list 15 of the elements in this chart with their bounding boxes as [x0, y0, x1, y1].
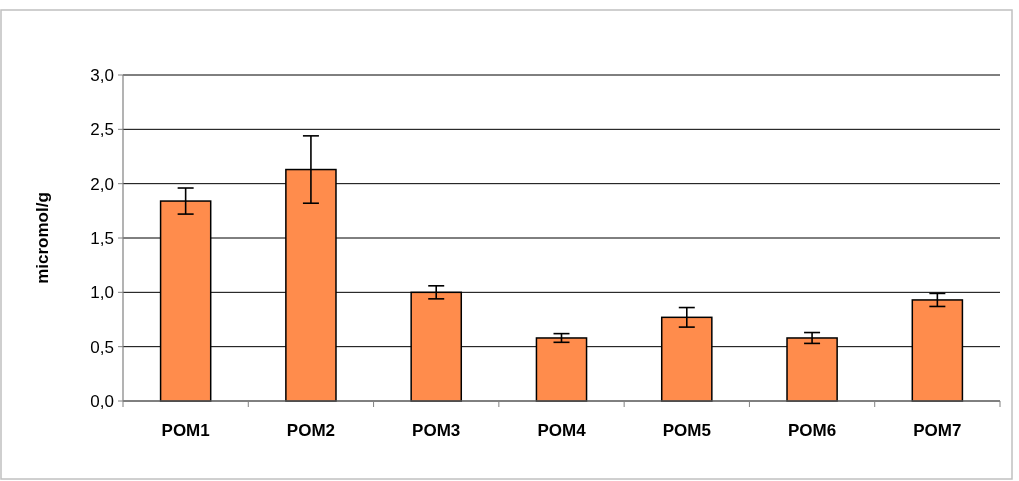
y-tick-label: 3,0: [90, 65, 114, 85]
y-tick-label: 0,0: [90, 391, 114, 411]
y-tick-label: 0,5: [90, 337, 114, 357]
x-tick-label: POM1: [161, 421, 210, 440]
x-tick-label: POM4: [537, 421, 587, 440]
x-tick-label: POM5: [662, 421, 711, 440]
x-tick-label: POM6: [787, 421, 837, 440]
y-axis-title: micromol/g: [33, 192, 52, 284]
x-tick-label: POM2: [286, 421, 336, 440]
x-tick-label: POM3: [412, 421, 461, 440]
x-tick-label: POM7: [913, 421, 962, 440]
y-tick-label: 2,5: [90, 120, 114, 140]
y-tick-label: 2,0: [90, 174, 114, 194]
y-tick-label: 1,5: [90, 228, 114, 248]
y-tick-label: 1,0: [90, 283, 114, 303]
